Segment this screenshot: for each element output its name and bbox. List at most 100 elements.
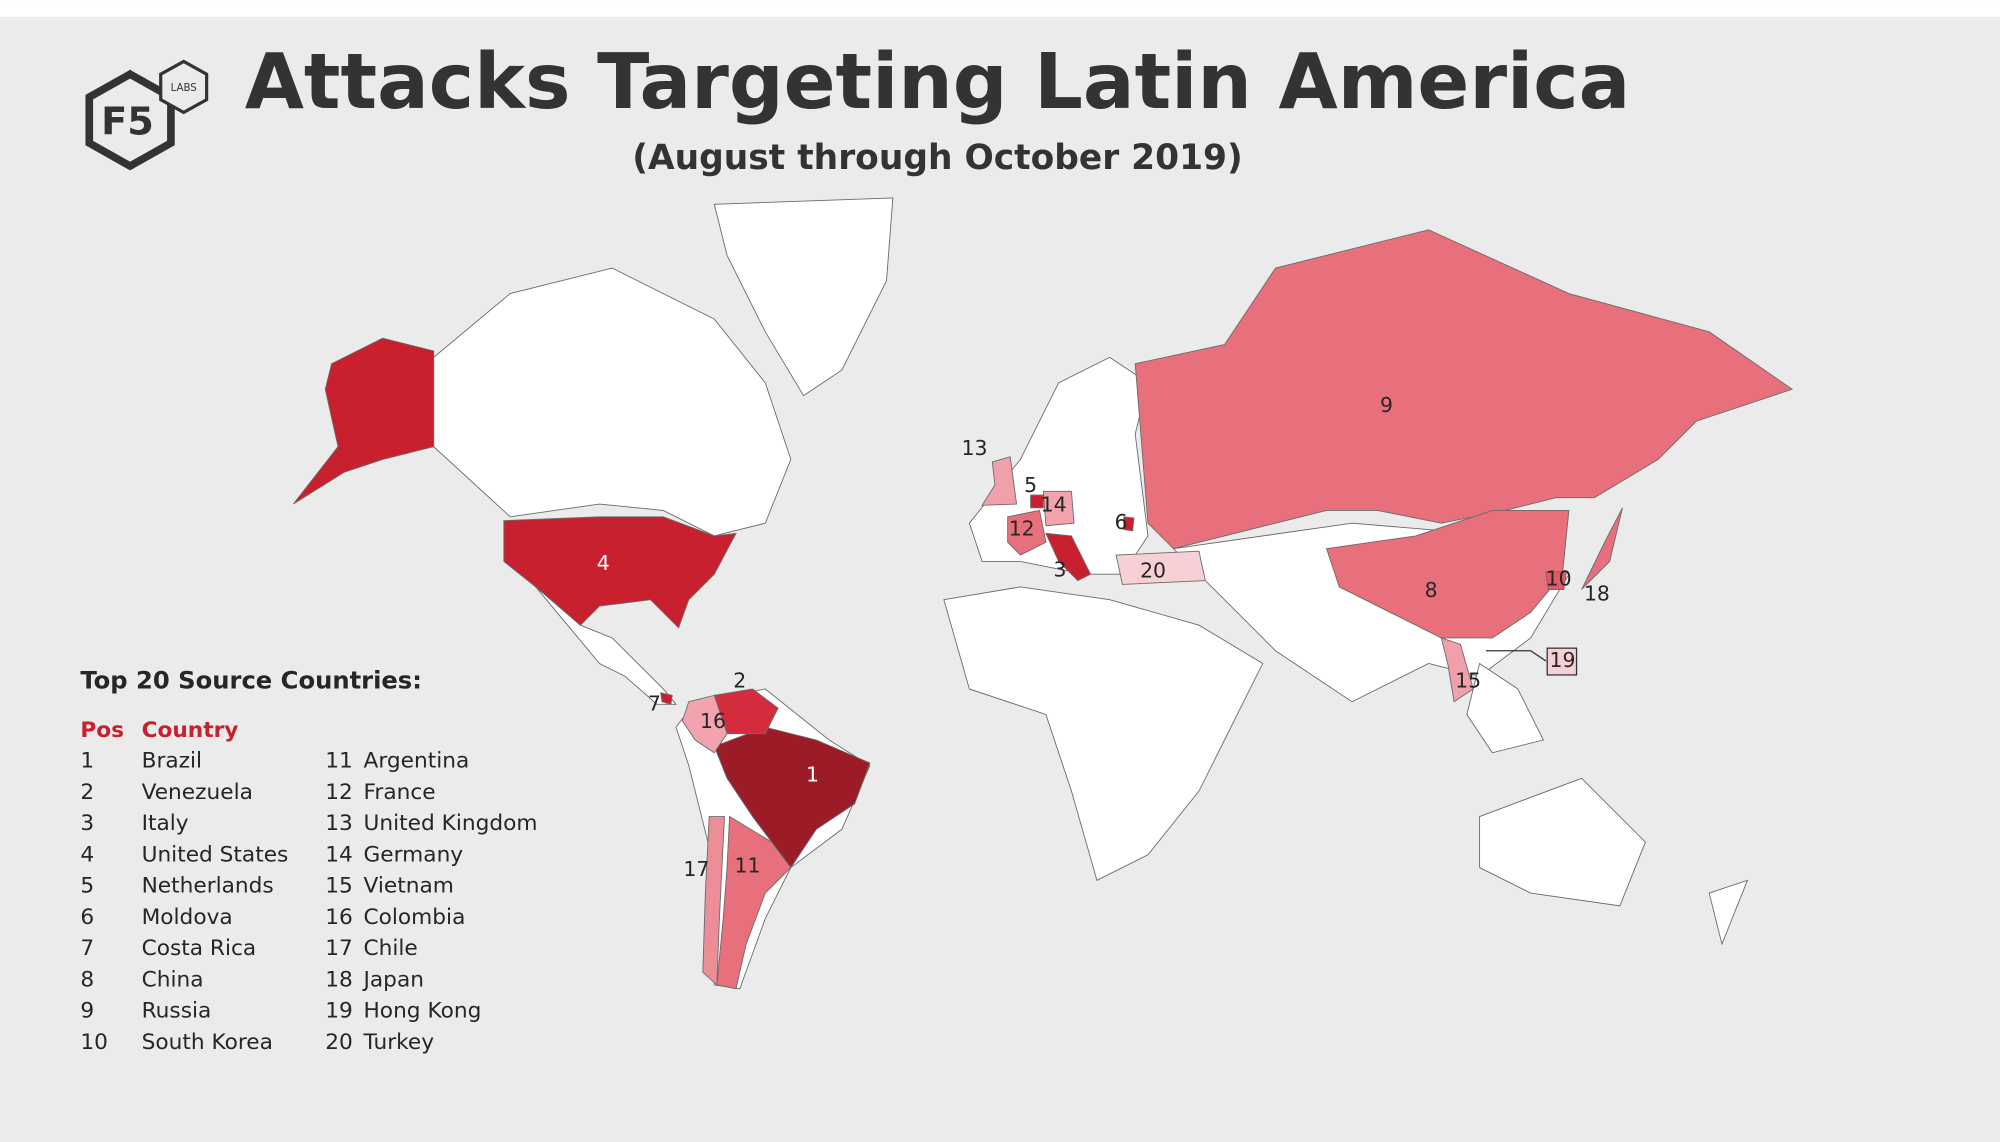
legend-position: 11 [325, 749, 353, 774]
map-label: 5 [1024, 473, 1037, 497]
argentina [716, 815, 792, 990]
legend-country: Russia [142, 999, 212, 1024]
legend-country: United Kingdom [364, 811, 538, 836]
subtitle: (August through October 2019) [632, 138, 1242, 178]
legend-country: Germany [364, 842, 464, 867]
legend-position: 4 [80, 842, 94, 867]
title: Attacks Targeting Latin America [245, 38, 1631, 127]
moldova [1123, 516, 1135, 532]
chile [702, 816, 725, 986]
map-label: 3 [1053, 557, 1066, 581]
russia [1134, 229, 1794, 550]
legend: Top 20 Source Countries: Pos Country 1 Br… [80, 666, 537, 1055]
japan [1581, 507, 1623, 590]
map-label: 4 [597, 551, 610, 575]
legend-country: Netherlands [142, 874, 274, 899]
legend-country: Brazil [142, 749, 202, 774]
legend-position: 20 [325, 1030, 353, 1055]
legend-position: 16 [325, 905, 353, 930]
legend-country: Argentina [364, 749, 470, 774]
africa [943, 586, 1264, 881]
germany [1042, 490, 1075, 527]
united-kingdom [981, 456, 1018, 506]
legend-country: France [364, 780, 436, 805]
netherlands [1030, 494, 1044, 509]
hong-kong-leader [1485, 650, 1547, 662]
legend-position: 19 [325, 999, 353, 1024]
legend-country: United States [142, 842, 289, 867]
legend-position: 14 [325, 842, 353, 867]
map-label: 17 [683, 857, 709, 881]
australia [1479, 777, 1646, 907]
france [1007, 509, 1047, 556]
map-label: 9 [1380, 393, 1393, 417]
legend-country: South Korea [142, 1030, 273, 1055]
legend-position: 3 [80, 811, 94, 836]
map-label: 15 [1455, 668, 1481, 692]
map-label: 14 [1041, 492, 1067, 516]
legend-column: Pos [80, 718, 124, 743]
legend-position: 13 [325, 811, 353, 836]
legend-country: Colombia [364, 905, 466, 930]
legend-position: 18 [325, 967, 353, 992]
mexico [535, 586, 677, 705]
legend-country: Costa Rica [142, 936, 257, 961]
legend-position: 9 [80, 999, 94, 1024]
map-label: 6 [1115, 510, 1128, 534]
map-label: 20 [1140, 559, 1166, 583]
costa-rica [660, 692, 673, 705]
vietnam [1440, 637, 1474, 703]
map-label: 13 [962, 436, 988, 460]
map-label: 11 [734, 853, 760, 877]
legend-position: 10 [80, 1030, 108, 1055]
legend-country: Venezuela [142, 780, 253, 805]
world-map [293, 197, 1794, 990]
canada [433, 267, 792, 537]
legend-position: 1 [80, 749, 94, 774]
legend-country: China [142, 967, 204, 992]
legend-position: 7 [80, 936, 94, 961]
legend-country: Chile [364, 936, 418, 961]
legend-position: 5 [80, 874, 94, 899]
southeast-asia [1466, 662, 1545, 754]
top-strip [0, 0, 2000, 17]
alaska [293, 337, 435, 505]
map-label: 16 [700, 709, 726, 733]
hong-kong-label-box [1546, 647, 1578, 676]
legend-country: Moldova [142, 905, 233, 930]
new-zealand [1708, 879, 1749, 946]
logo-name: F5 [101, 99, 154, 144]
greenland [713, 197, 894, 397]
legend-position: 6 [80, 905, 94, 930]
legend-column: Country [142, 718, 239, 743]
legend-title: Top 20 Source Countries: [80, 666, 422, 694]
colombia [681, 694, 728, 754]
legend-country: Hong Kong [364, 999, 482, 1024]
logo: F5 LABS [85, 59, 209, 171]
legend-country: Turkey [363, 1030, 435, 1055]
map-label: 12 [1009, 517, 1035, 541]
logo-small-hexagon [159, 59, 209, 115]
map-label: 7 [648, 691, 661, 715]
legend-position: 2 [80, 780, 94, 805]
south-korea [1545, 571, 1567, 590]
united-states [503, 516, 737, 629]
legend-position: 17 [325, 936, 353, 961]
china [1325, 509, 1570, 639]
legend-position: 15 [325, 874, 353, 899]
legend-country: Italy [142, 811, 189, 836]
turkey [1115, 550, 1206, 585]
brazil [713, 726, 871, 869]
legend-position: 12 [325, 780, 353, 805]
italy [1045, 532, 1092, 582]
map-label: 1 [806, 763, 819, 787]
map-label: 8 [1425, 578, 1438, 602]
map-label: 2 [733, 668, 746, 692]
legend-position: 8 [80, 967, 94, 992]
map-label: 19 [1550, 648, 1576, 672]
logo-sub: LABS [171, 83, 197, 94]
map-label: 10 [1546, 566, 1572, 590]
